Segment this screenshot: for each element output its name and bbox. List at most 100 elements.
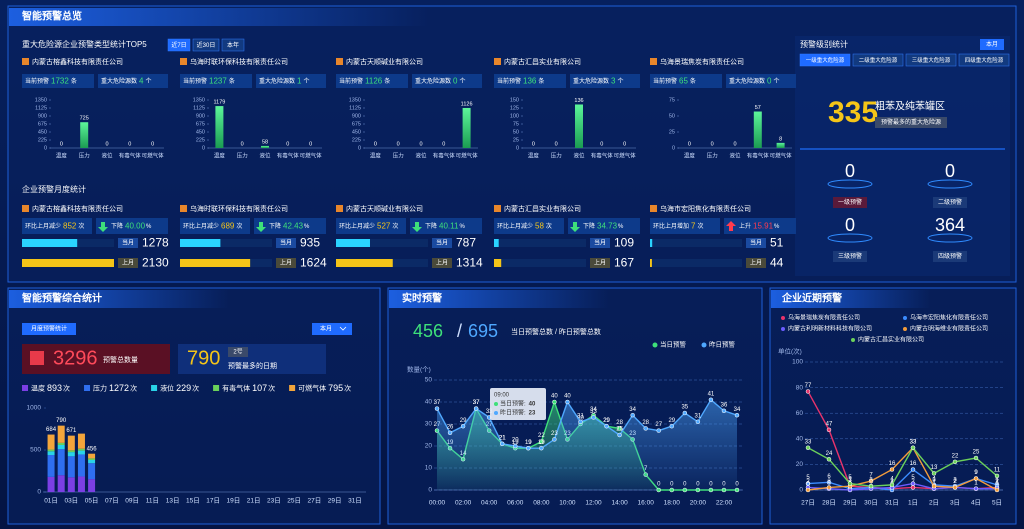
legend-unit: 次 — [268, 383, 275, 392]
x-tick-label: 12:00 — [585, 500, 602, 507]
month-tag-label: 当月 — [750, 239, 762, 247]
x-tick-label: 液位 — [415, 151, 427, 159]
total-box — [22, 344, 170, 374]
stat-value: 65 — [679, 77, 688, 86]
bar-track — [494, 259, 586, 267]
bar-segment — [57, 444, 65, 450]
point — [805, 389, 811, 394]
month-value: 51 — [770, 236, 784, 250]
tooltip-label: 昨日预警: — [500, 409, 526, 417]
month-value: 2130 — [142, 256, 169, 270]
point-label: 29 — [668, 418, 675, 424]
y-tick-label: 50 — [669, 113, 675, 119]
point — [868, 483, 874, 489]
bar-value-label: 0 — [532, 141, 535, 147]
point — [994, 473, 1000, 479]
y-tick-label: 225 — [196, 137, 205, 143]
month-bar — [336, 259, 393, 267]
month-bar — [336, 239, 370, 247]
line — [807, 446, 998, 487]
point-label: 5 — [848, 475, 852, 481]
trend-arrow — [412, 222, 422, 232]
tooltip-time: 09:00 — [494, 393, 510, 399]
stat-unit: 个 — [617, 78, 623, 85]
stat-value: 3 — [611, 77, 616, 86]
y-tick-label: 900 — [352, 113, 361, 119]
point-label: 2 — [827, 479, 831, 485]
trend-label: 下降 — [111, 222, 123, 230]
month-tag-label: 当月 — [594, 239, 606, 247]
point-label: 22 — [538, 433, 545, 439]
company-icon — [336, 58, 343, 65]
point-label: 2 — [995, 479, 999, 485]
y-tick-label: 100 — [792, 359, 803, 366]
total-label: 790 — [56, 418, 67, 424]
bar-value-label: 0 — [151, 141, 154, 147]
legend-unit: 次 — [63, 383, 70, 392]
y-tick-label: 150 — [510, 97, 519, 103]
point — [695, 419, 701, 425]
bar-segment — [57, 475, 65, 492]
grade-value: 364 — [935, 215, 965, 235]
month-tag-label: 当月 — [122, 239, 134, 247]
month-bar — [650, 239, 653, 247]
x-tick-label: 30日 — [864, 499, 878, 507]
bar-segment — [47, 449, 55, 452]
trend-arrow — [726, 221, 736, 231]
month-value: 935 — [300, 236, 320, 250]
change-box — [494, 218, 564, 234]
stat-unit: 条 — [229, 77, 235, 85]
bar-segment — [88, 479, 96, 492]
stat-value: 1126 — [365, 77, 383, 86]
y-tick-label: 1125 — [349, 105, 361, 111]
legend-unit: 次 — [192, 383, 199, 392]
point-label: 28 — [642, 420, 649, 426]
month-tag-label: 当月 — [280, 239, 292, 247]
month-tag — [432, 238, 452, 248]
bar-value-label: 8 — [779, 136, 782, 142]
panel-title: 企业近期预警 — [781, 292, 842, 305]
stat-label: 重大危险源数 — [259, 77, 295, 85]
filter-button — [167, 38, 191, 52]
point-label: 34 — [590, 407, 597, 413]
x-tick-label: 温度 — [370, 151, 382, 159]
y-tick-label: 675 — [196, 121, 205, 127]
trend-label: 下降 — [583, 222, 595, 230]
month-tag-label: 当月 — [436, 239, 448, 247]
company-icon — [650, 205, 657, 212]
month-bar — [180, 239, 221, 247]
stat-box — [570, 74, 640, 88]
x-tick-label: 15日 — [186, 497, 200, 505]
bar-value-label: 0 — [442, 141, 445, 147]
x-tick-label: 23日 — [267, 497, 281, 505]
point-label: 1 — [869, 480, 873, 486]
trend-value: 15.91 — [753, 222, 774, 231]
tooltip — [490, 388, 546, 420]
level-tab-label: 一级重大危险源 — [806, 56, 845, 64]
level-tab — [799, 53, 851, 67]
grade-glow — [927, 233, 973, 243]
bar-segment — [88, 458, 96, 460]
point — [931, 471, 937, 476]
point-label: 19 — [525, 440, 532, 446]
y-tick-label: 0 — [44, 145, 47, 151]
x-tick-label: 液位 — [729, 151, 741, 159]
point-label: 0 — [806, 482, 810, 488]
trend-label: 下降 — [269, 222, 281, 230]
y-tick-label: 60 — [796, 410, 804, 417]
stat-box — [726, 74, 796, 88]
x-tick-label: 压力 — [707, 151, 718, 159]
tab-label: 月度预警统计 — [31, 325, 67, 333]
point-label: 2 — [953, 479, 957, 485]
point — [604, 423, 609, 429]
filter-button[interactable] — [312, 323, 352, 335]
stat-value: 0 — [767, 77, 772, 86]
panel-title: 智能预警综合统计 — [22, 292, 102, 305]
y-tick-label: 75 — [669, 97, 675, 103]
legend-label: 液位 — [160, 383, 174, 392]
y-tick-label: 0 — [428, 487, 432, 494]
total-label: 预警总数量 — [103, 355, 138, 364]
x-tick-label: 04:00 — [481, 500, 498, 507]
y-tick-label: 10 — [425, 465, 433, 472]
